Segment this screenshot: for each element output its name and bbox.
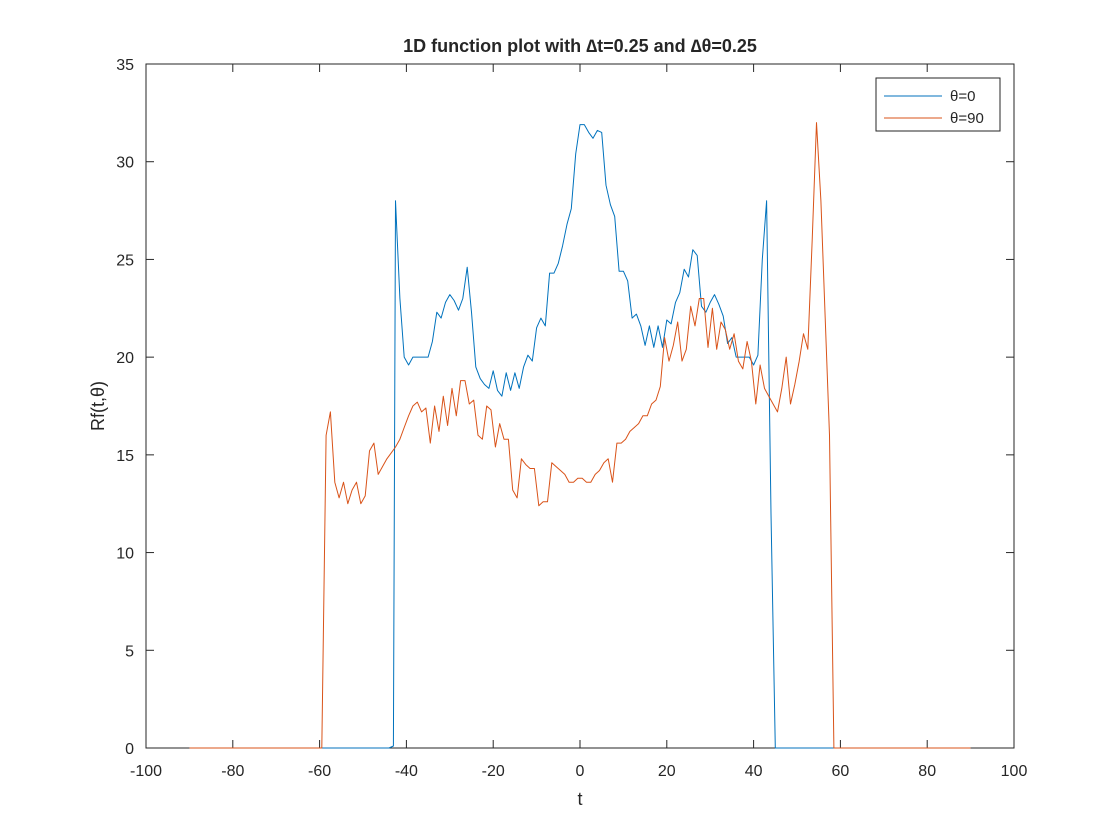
- legend-label-theta-0: θ=0: [950, 88, 975, 105]
- x-axis: -100 -80 -60 -40 -20 0 20 40 60 80 100: [130, 64, 1027, 780]
- x-tick-label: 100: [1001, 763, 1028, 780]
- y-tick-label: 35: [116, 57, 134, 74]
- y-tick-label: 20: [116, 350, 134, 367]
- y-tick-label: 5: [125, 643, 134, 660]
- x-tick-label: 0: [576, 763, 585, 780]
- y-tick-label: 10: [116, 546, 134, 563]
- x-tick-label: -100: [130, 763, 162, 780]
- series-line-theta-90: [189, 122, 971, 749]
- x-tick-label: -20: [482, 763, 505, 780]
- legend-box: [875, 77, 1001, 132]
- plot-area: -100 -80 -60 -40 -20 0 20 40 60 80 100 0 5 10 15 20 25 3…: [116, 57, 1027, 780]
- legend: θ=0 θ=90: [875, 77, 1001, 132]
- x-tick-label: -80: [221, 763, 244, 780]
- y-tick-label: 0: [125, 741, 134, 758]
- series-line-theta-0: [189, 124, 971, 749]
- y-axis-label: Rf(t,θ): [88, 381, 108, 431]
- x-axis-label: t: [577, 789, 582, 809]
- x-tick-label: -60: [308, 763, 331, 780]
- series-lines: [189, 122, 971, 749]
- x-tick-label: 80: [918, 763, 936, 780]
- y-axis: 0 5 10 15 20 25 30 35: [116, 57, 1014, 758]
- x-tick-label: 20: [658, 763, 676, 780]
- y-tick-label: 30: [116, 155, 134, 172]
- y-tick-label: 25: [116, 252, 134, 269]
- y-tick-label: 15: [116, 448, 134, 465]
- chart-title: 1D function plot with ∆t=0.25 and ∆θ=0.2…: [403, 36, 757, 56]
- legend-label-theta-90: θ=90: [950, 110, 984, 127]
- x-tick-label: 40: [745, 763, 763, 780]
- x-tick-label: 60: [832, 763, 850, 780]
- x-tick-label: -40: [395, 763, 418, 780]
